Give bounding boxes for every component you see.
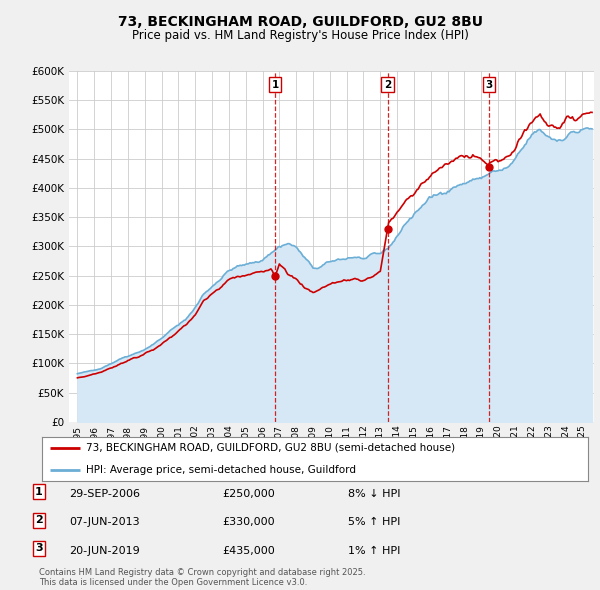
Text: 07-JUN-2013: 07-JUN-2013 (69, 517, 140, 527)
Text: 73, BECKINGHAM ROAD, GUILDFORD, GU2 8BU: 73, BECKINGHAM ROAD, GUILDFORD, GU2 8BU (118, 15, 482, 29)
Text: 2: 2 (384, 80, 391, 90)
Text: 1: 1 (272, 80, 279, 90)
Text: HPI: Average price, semi-detached house, Guildford: HPI: Average price, semi-detached house,… (86, 465, 356, 475)
Text: Price paid vs. HM Land Registry's House Price Index (HPI): Price paid vs. HM Land Registry's House … (131, 30, 469, 42)
Text: 3: 3 (35, 543, 43, 553)
Text: 5% ↑ HPI: 5% ↑ HPI (348, 517, 400, 527)
Text: £435,000: £435,000 (222, 546, 275, 556)
Text: 3: 3 (485, 80, 493, 90)
Text: 1% ↑ HPI: 1% ↑ HPI (348, 546, 400, 556)
Text: 2: 2 (35, 515, 43, 525)
Text: £330,000: £330,000 (222, 517, 275, 527)
Text: £250,000: £250,000 (222, 489, 275, 499)
Text: 8% ↓ HPI: 8% ↓ HPI (348, 489, 401, 499)
Text: 73, BECKINGHAM ROAD, GUILDFORD, GU2 8BU (semi-detached house): 73, BECKINGHAM ROAD, GUILDFORD, GU2 8BU … (86, 442, 455, 453)
Text: 1: 1 (35, 487, 43, 497)
Text: Contains HM Land Registry data © Crown copyright and database right 2025.
This d: Contains HM Land Registry data © Crown c… (39, 568, 365, 587)
Text: 20-JUN-2019: 20-JUN-2019 (69, 546, 140, 556)
Text: 29-SEP-2006: 29-SEP-2006 (69, 489, 140, 499)
